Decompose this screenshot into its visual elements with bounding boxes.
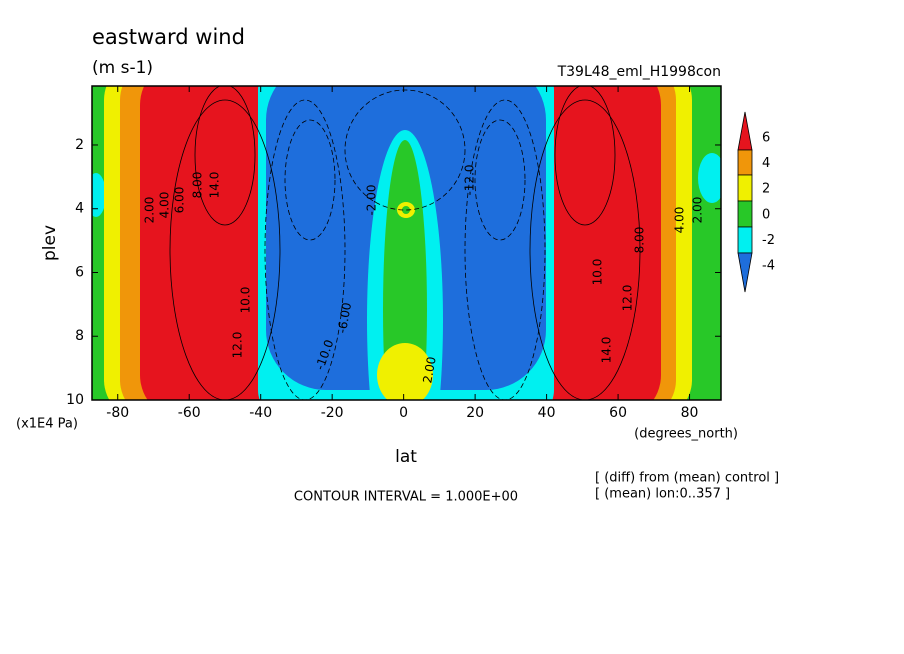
note: [ (diff) from (mean) control ]: [595, 471, 779, 486]
colorbar-segment: [737, 200, 753, 228]
contour-label: -12.0: [463, 164, 477, 195]
colorbar-segment: [737, 226, 753, 254]
colorbar-label: -2: [762, 233, 775, 248]
y-tick-label: 10: [66, 392, 84, 408]
colorbar-label: -4: [762, 259, 775, 274]
run-label: T39L48_eml_H1998con: [557, 64, 721, 80]
contour-line: [554, 86, 616, 226]
contour-label: 4.00: [673, 207, 687, 234]
colorbar-label: 4: [762, 156, 770, 171]
plot-frame: [91, 85, 722, 401]
contour-label: 2.00: [420, 356, 438, 385]
colorbar-segment: [737, 174, 753, 202]
y-axis-unit: (x1E4 Pa): [16, 417, 78, 432]
contour-label: 8.00: [633, 227, 647, 254]
contour-label: 4.00: [158, 192, 172, 219]
x-tick-label: -20: [321, 405, 344, 421]
colorbar-label: 2: [762, 182, 770, 197]
contour-label: 6.00: [173, 187, 187, 214]
y-tick-label: 2: [75, 137, 84, 153]
colorbar-segment: [737, 111, 753, 151]
contour-line: [264, 99, 346, 400]
contour-label: 12.0: [231, 332, 245, 359]
contour-label: 2.00: [143, 197, 157, 224]
chart-subtitle: (m s-1): [92, 58, 153, 78]
contour-fill: [140, 86, 268, 400]
contour-label: -2.00: [365, 184, 379, 215]
contour-line: [194, 86, 256, 226]
contour-line: [344, 89, 466, 211]
x-tick-label: -40: [249, 405, 272, 421]
colorbar-label: 0: [762, 207, 770, 222]
y-tick-label: 8: [75, 328, 84, 344]
x-tick-label: 0: [399, 405, 408, 421]
contour-field: [92, 86, 721, 400]
contour-fill: [546, 86, 661, 400]
contour-label: 12.0: [621, 285, 635, 312]
x-tick-label: 60: [609, 405, 627, 421]
contour-label: -6.00: [335, 301, 354, 334]
x-tick-label: -60: [178, 405, 201, 421]
contour-line: [284, 119, 336, 241]
contour-label: 14.0: [208, 172, 222, 199]
contour-line: [474, 119, 526, 241]
contour-label: 10.0: [591, 259, 605, 286]
contour-label: 14.0: [600, 337, 614, 364]
contour-label: 2.00: [691, 197, 705, 224]
chart-title: eastward wind: [92, 25, 245, 49]
contour-label: 10.0: [239, 287, 253, 314]
y-axis-label: plev: [40, 225, 60, 261]
contour-fill: [698, 153, 721, 203]
x-tick-label: 20: [466, 405, 484, 421]
note: [ (mean) lon:0..357 ]: [595, 487, 730, 502]
contour-line: [529, 99, 641, 400]
colorbar-segment: [737, 252, 753, 293]
x-tick-label: 80: [681, 405, 699, 421]
x-tick-label: 40: [538, 405, 556, 421]
contour-line: [169, 99, 281, 400]
x-axis-label: lat: [395, 447, 417, 467]
contour-fill: [377, 343, 433, 400]
x-tick-label: -80: [106, 405, 129, 421]
contour-interval: CONTOUR INTERVAL = 1.000E+00: [294, 490, 518, 505]
y-tick-label: 6: [75, 264, 84, 280]
contour-fill: [383, 140, 427, 400]
colorbar-segment: [737, 149, 753, 176]
colorbar-label: 6: [762, 131, 770, 146]
y-tick-label: 4: [75, 201, 84, 217]
contour-fill: [92, 173, 106, 217]
contour-fill: [402, 206, 410, 214]
contour-label: 8.00: [191, 172, 205, 199]
contour-line: [464, 99, 546, 400]
x-axis-unit: (degrees_north): [634, 427, 738, 442]
